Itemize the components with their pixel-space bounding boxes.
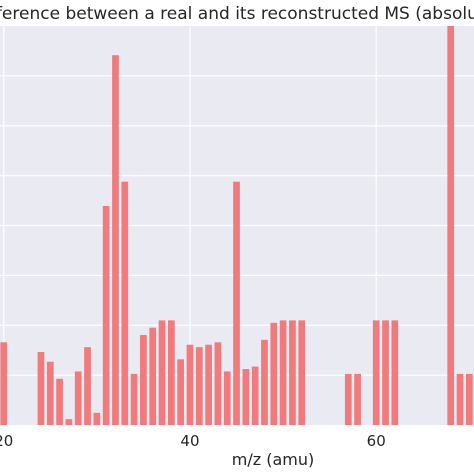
bar xyxy=(56,378,63,425)
bar xyxy=(195,347,203,425)
x-tick-label: 60 xyxy=(367,432,386,450)
bar xyxy=(37,352,45,425)
bar xyxy=(214,342,222,425)
bar xyxy=(261,339,268,425)
bar xyxy=(46,361,54,425)
chart-title: Difference between a real and its recons… xyxy=(0,4,474,24)
bar xyxy=(344,373,352,425)
bar xyxy=(270,322,278,425)
bar xyxy=(289,320,296,425)
bar xyxy=(140,334,147,425)
bar xyxy=(233,181,240,425)
bar xyxy=(279,320,287,425)
bar xyxy=(93,412,101,425)
bar xyxy=(102,206,110,425)
bar xyxy=(447,26,455,425)
bar xyxy=(186,344,194,425)
bar xyxy=(223,371,231,425)
x-tick-labels: 20 40 60 xyxy=(0,432,386,450)
bar xyxy=(0,342,8,425)
x-tick-label: 20 xyxy=(0,432,13,450)
bar xyxy=(177,359,185,425)
bar xyxy=(158,320,166,425)
bar xyxy=(205,344,212,425)
bars xyxy=(0,26,473,425)
bar xyxy=(391,320,399,425)
bar xyxy=(65,419,73,425)
bar xyxy=(149,327,157,425)
bar xyxy=(74,371,82,425)
bar xyxy=(465,373,473,425)
x-tick-label: 40 xyxy=(180,432,199,450)
bar xyxy=(354,373,361,425)
bar xyxy=(298,320,306,425)
x-axis-title: m/z (amu) xyxy=(232,450,314,469)
bar xyxy=(84,347,91,425)
bar xyxy=(456,373,464,425)
bar xyxy=(382,320,389,425)
bar xyxy=(121,181,129,425)
bar xyxy=(130,373,138,425)
bar xyxy=(372,320,380,425)
bar xyxy=(167,320,175,425)
bar xyxy=(251,366,259,425)
bar xyxy=(242,369,250,425)
bar xyxy=(112,55,119,425)
